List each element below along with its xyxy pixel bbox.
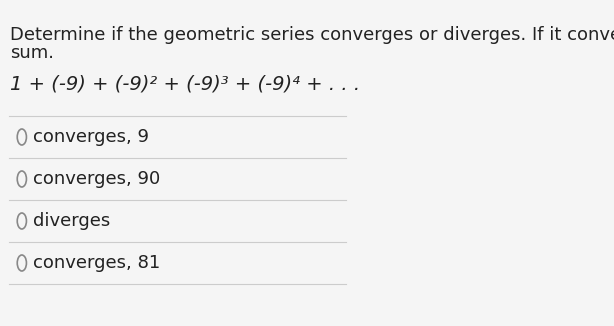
Text: 1 + (-9) + (-9)² + (-9)³ + (-9)⁴ + . . .: 1 + (-9) + (-9)² + (-9)³ + (-9)⁴ + . . . [10,74,360,93]
Text: converges, 9: converges, 9 [33,128,149,146]
Text: Determine if the geometric series converges or diverges. If it converges, find i: Determine if the geometric series conver… [10,26,614,44]
Text: converges, 81: converges, 81 [33,254,161,272]
Text: diverges: diverges [33,212,111,230]
Text: sum.: sum. [10,44,55,62]
Text: converges, 90: converges, 90 [33,170,161,188]
